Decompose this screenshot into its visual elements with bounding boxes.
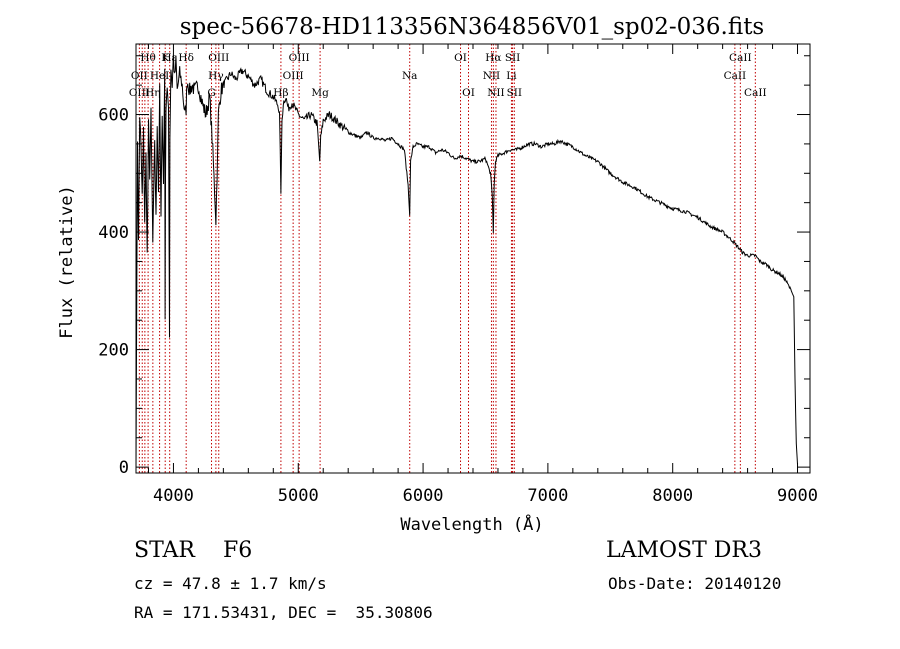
spectral-line-label: Hβ — [273, 87, 288, 99]
spectral-line-label: SII — [507, 87, 523, 99]
spectral-line-label: HeI — [150, 70, 170, 82]
spectral-line-label: CaII — [744, 87, 767, 99]
y-tick-label: 400 — [98, 223, 129, 243]
flux-series-line — [135, 53, 798, 473]
spectral-line-label: OI — [454, 52, 467, 64]
y-tick-labels: 0 200 400 600 — [98, 106, 129, 479]
spectral-line-label: K — [161, 52, 169, 64]
spectral-line-label: Li — [506, 70, 517, 82]
star-class-label: STAR F6 — [134, 538, 253, 563]
x-tick-label: 7000 — [527, 486, 568, 506]
redshift-text: cz = 47.8 ± 1.7 km/s — [134, 574, 327, 593]
x-tick-label: 5000 — [278, 486, 319, 506]
axis-ticks — [136, 44, 810, 473]
spectral-line-label: CaII — [724, 70, 747, 82]
x-axis-label: Wavelength (Å) — [400, 513, 543, 535]
survey-label: LAMOST DR3 — [606, 538, 762, 563]
x-tick-label: 8000 — [652, 486, 693, 506]
spectral-line-label: Hα — [485, 52, 501, 64]
x-tick-labels: 4000 5000 6000 7000 8000 9000 — [153, 486, 818, 506]
x-tick-label: 9000 — [777, 486, 818, 506]
y-tick-label: 600 — [98, 106, 129, 126]
spectral-line-label: SII — [505, 52, 521, 64]
spectral-line-label: CaII — [729, 52, 752, 64]
spectral-line-label: Na — [402, 70, 417, 82]
y-tick-label: 200 — [98, 341, 129, 361]
line-marker-layer: Hθ OII OIII K HeI Hη Hε Hδ OIII Hγ G OIII OIII Hβ Mg Na… — [129, 44, 767, 473]
spectral-line-label: OI — [462, 87, 475, 99]
x-tick-label: 6000 — [403, 486, 444, 506]
spectral-line-label: G — [207, 87, 215, 99]
spectral-line-label: OIII — [129, 87, 150, 99]
ra-dec-text: RA = 171.53431, DEC = 35.30806 — [134, 603, 433, 622]
spectral-line-label: Hε — [162, 52, 177, 64]
spectral-line-label: Hδ — [178, 52, 193, 64]
spectral-line-label: OIII — [289, 52, 310, 64]
spectral-line-label: NII — [483, 70, 500, 82]
chart-title: spec-56678-HD113356N364856V01_sp02-036.f… — [180, 14, 765, 40]
plot-frame — [135, 43, 811, 474]
y-tick-label: 0 — [119, 458, 129, 478]
spectral-line-label: Mg — [311, 87, 329, 99]
spectral-line-label: OIII — [208, 52, 229, 64]
spectral-line-label: OII — [131, 70, 148, 82]
spectral-line-label: Hθ — [140, 52, 155, 64]
y-axis-label: Flux (relative) — [57, 185, 77, 339]
spectral-line-label: NII — [487, 87, 504, 99]
obs-date-text: Obs-Date: 20140120 — [608, 574, 782, 593]
spectral-line-label: Hγ — [208, 70, 223, 82]
spectral-line-label: Hη — [145, 87, 160, 99]
x-tick-label: 4000 — [153, 486, 194, 506]
spectral-line-label: OIII — [283, 70, 304, 82]
